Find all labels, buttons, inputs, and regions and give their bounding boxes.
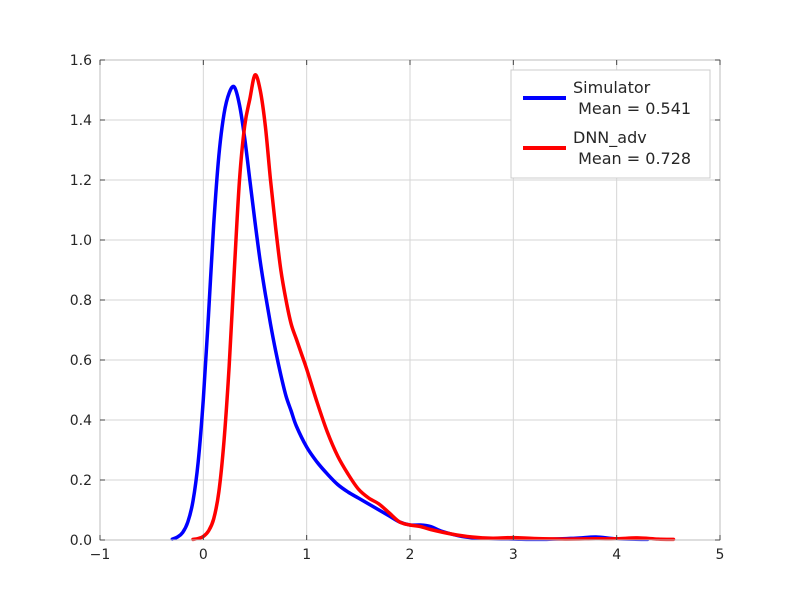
y-tick-labels: 0.0 0.2 0.4 0.6 0.8 1.0 1.2 1.4 1.6 xyxy=(70,53,92,549)
legend-entry-name: Simulator xyxy=(573,78,651,97)
series-lines xyxy=(170,73,676,542)
x-tick-label: −1 xyxy=(90,547,111,563)
x-tick-labels: −1 0 1 2 3 4 5 xyxy=(90,547,725,563)
x-tick-label: 0 xyxy=(199,547,208,563)
y-tick-label: 0.4 xyxy=(70,413,92,429)
y-tick-label: 0.2 xyxy=(70,473,92,489)
legend-entry-mean: Mean = 0.541 xyxy=(573,99,691,118)
x-tick-label: 3 xyxy=(509,547,518,563)
y-tick-label: 0.6 xyxy=(70,353,92,369)
legend-entry-name: DNN_adv xyxy=(573,128,647,148)
tick-marks xyxy=(99,59,721,541)
legend: Simulator Mean = 0.541 DNN_adv Mean = 0.7… xyxy=(510,69,711,179)
series-line-dnn-adv xyxy=(191,73,676,542)
x-tick-label: 5 xyxy=(716,547,725,563)
legend-box xyxy=(510,69,711,179)
y-tick-label: 0.0 xyxy=(70,533,92,549)
y-tick-label: 0.8 xyxy=(70,293,92,309)
y-tick-label: 1.0 xyxy=(70,233,92,249)
x-tick-label: 2 xyxy=(406,547,415,563)
x-tick-label: 4 xyxy=(612,547,621,563)
y-tick-label: 1.2 xyxy=(70,173,92,189)
y-tick-label: 1.6 xyxy=(70,53,92,69)
legend-entry-mean: Mean = 0.728 xyxy=(573,149,691,168)
x-tick-label: 1 xyxy=(302,547,311,563)
y-tick-label: 1.4 xyxy=(70,113,92,129)
